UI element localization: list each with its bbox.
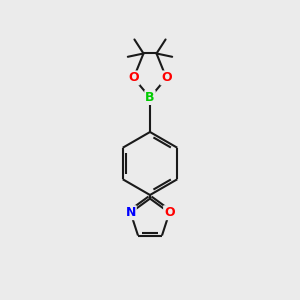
Text: O: O <box>161 71 172 85</box>
Text: O: O <box>128 71 139 85</box>
Text: N: N <box>125 206 136 219</box>
Text: O: O <box>164 206 175 219</box>
Text: B: B <box>145 91 155 104</box>
